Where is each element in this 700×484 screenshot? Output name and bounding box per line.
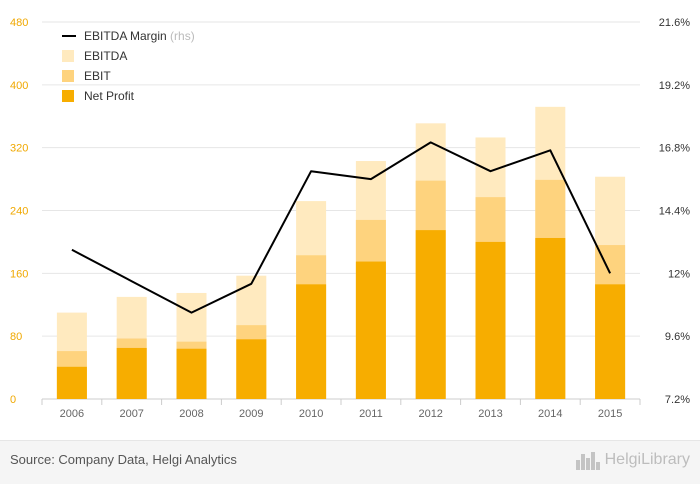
brand-logo[interactable]: HelgiLibrary (575, 450, 690, 470)
chart-footer: Source: Company Data, Helgi Analytics He… (0, 440, 700, 484)
y-right-tick-label: 16.8% (659, 143, 690, 155)
y-right-tick-label: 7.2% (665, 394, 690, 406)
y-right-tick-label: 19.2% (659, 80, 690, 92)
chart: 0 80 160 240 320 400 480 7.2% 9.6% 12% 14.4% 16.8% 1… (10, 17, 690, 420)
y-left-tick-label: 320 (10, 143, 28, 155)
legend-label-ebitda: EBITDA (84, 49, 127, 63)
bar-net-profit (236, 339, 267, 399)
bar-net-profit (176, 348, 207, 399)
bar-net-profit (595, 284, 626, 399)
x-tick-label: 2012 (418, 408, 442, 420)
legend-label-ebit: EBIT (84, 69, 111, 83)
legend-swatch-net-profit (62, 90, 74, 102)
bar-net-profit (415, 230, 446, 399)
x-tick-label: 2006 (60, 408, 84, 420)
brand-name: HelgiLibrary (604, 451, 690, 468)
legend-swatch-ebit (62, 70, 74, 82)
y-left-tick-label: 80 (10, 331, 22, 343)
x-tick-label: 2010 (299, 408, 323, 420)
x-tick-label: 2009 (239, 408, 263, 420)
legend-label-ebitda-margin: EBITDA Margin (rhs) (84, 29, 195, 43)
x-tick-label: 2008 (179, 408, 203, 420)
y-left-tick-label: 160 (10, 268, 28, 280)
bar-net-profit (56, 366, 87, 399)
y-left-tick-label: 400 (10, 80, 28, 92)
legend-label-net-profit: Net Profit (84, 89, 135, 103)
bar-net-profit (475, 241, 506, 399)
y-left-tick-label: 0 (10, 394, 16, 406)
x-tick-label: 2014 (538, 408, 562, 420)
y-right-tick-label: 21.6% (659, 17, 690, 29)
legend-swatch-ebitda (62, 50, 74, 62)
x-tick-label: 2015 (598, 408, 622, 420)
bar-net-profit (116, 347, 147, 399)
source-note: Source: Company Data, Helgi Analytics (10, 452, 237, 467)
bar-net-profit (296, 284, 327, 399)
city-skyline-icon (575, 452, 600, 470)
bar-net-profit (535, 237, 566, 399)
y-right-tick-label: 9.6% (665, 331, 690, 343)
legend-suffix: (rhs) (170, 29, 195, 43)
y-left-tick-label: 480 (10, 17, 28, 29)
line-ebitda-margin (71, 141, 611, 314)
x-tick-label: 2011 (359, 408, 383, 420)
y-right-tick-label: 12% (668, 268, 690, 280)
x-tick-label: 2013 (478, 408, 502, 420)
y-left-tick-label: 240 (10, 206, 28, 218)
y-right-tick-label: 14.4% (659, 206, 690, 218)
bar-net-profit (355, 261, 386, 399)
x-tick-label: 2007 (119, 408, 143, 420)
